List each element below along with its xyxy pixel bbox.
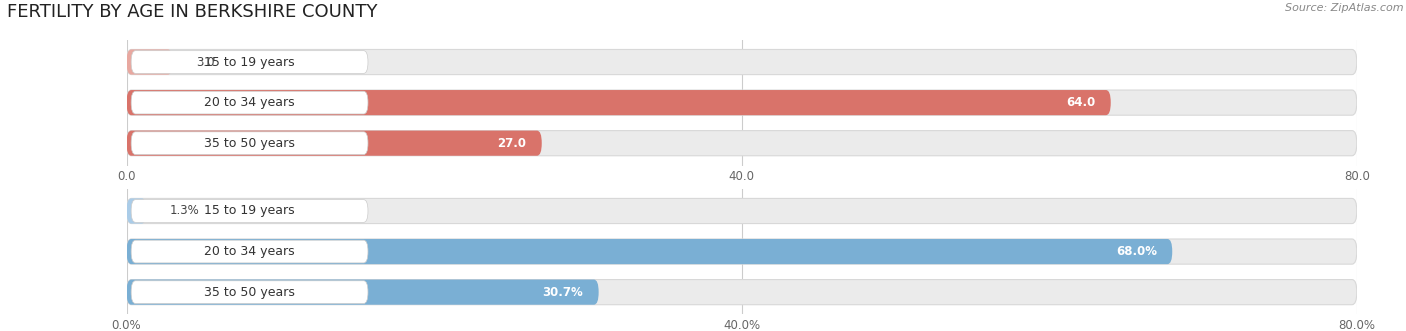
Text: FERTILITY BY AGE IN BERKSHIRE COUNTY: FERTILITY BY AGE IN BERKSHIRE COUNTY xyxy=(7,3,378,21)
FancyBboxPatch shape xyxy=(127,131,1357,156)
Text: 3.0: 3.0 xyxy=(195,56,214,69)
FancyBboxPatch shape xyxy=(131,240,368,263)
FancyBboxPatch shape xyxy=(127,90,1111,115)
FancyBboxPatch shape xyxy=(131,281,368,304)
Text: 1.3%: 1.3% xyxy=(170,205,200,217)
FancyBboxPatch shape xyxy=(127,198,146,223)
Text: 68.0%: 68.0% xyxy=(1116,245,1157,258)
FancyBboxPatch shape xyxy=(127,280,1357,305)
FancyBboxPatch shape xyxy=(127,280,599,305)
Text: 30.7%: 30.7% xyxy=(543,286,583,299)
FancyBboxPatch shape xyxy=(127,90,1357,115)
Text: 64.0: 64.0 xyxy=(1066,96,1095,109)
FancyBboxPatch shape xyxy=(131,132,368,155)
FancyBboxPatch shape xyxy=(131,200,368,222)
Text: 20 to 34 years: 20 to 34 years xyxy=(204,96,295,109)
FancyBboxPatch shape xyxy=(131,91,368,114)
FancyBboxPatch shape xyxy=(127,239,1173,264)
Text: 35 to 50 years: 35 to 50 years xyxy=(204,137,295,150)
Text: 20 to 34 years: 20 to 34 years xyxy=(204,245,295,258)
Text: Source: ZipAtlas.com: Source: ZipAtlas.com xyxy=(1285,3,1403,13)
FancyBboxPatch shape xyxy=(127,239,1357,264)
Text: 15 to 19 years: 15 to 19 years xyxy=(204,56,295,69)
FancyBboxPatch shape xyxy=(127,198,1357,223)
FancyBboxPatch shape xyxy=(127,49,1357,74)
FancyBboxPatch shape xyxy=(127,131,541,156)
Text: 27.0: 27.0 xyxy=(498,137,526,150)
Text: 35 to 50 years: 35 to 50 years xyxy=(204,286,295,299)
Text: 15 to 19 years: 15 to 19 years xyxy=(204,205,295,217)
FancyBboxPatch shape xyxy=(131,51,368,73)
FancyBboxPatch shape xyxy=(127,49,173,74)
